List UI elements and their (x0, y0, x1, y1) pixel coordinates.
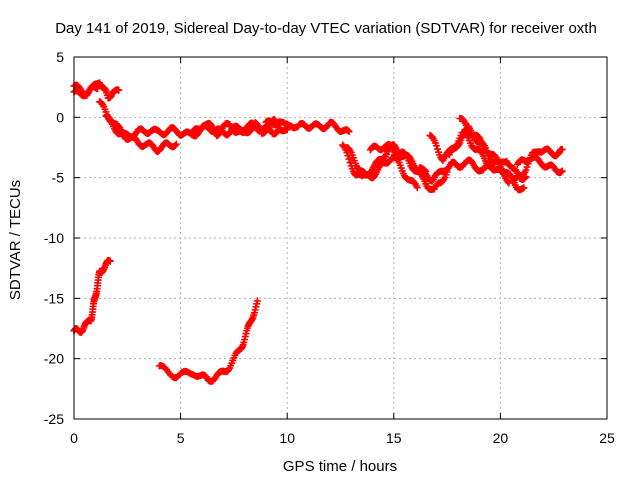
y-tick-label: -15 (44, 290, 64, 306)
chart-title: Day 141 of 2019, Sidereal Day-to-day VTE… (55, 20, 597, 37)
data-point (434, 145, 442, 153)
x-tick-label: 0 (70, 430, 78, 446)
series-pass-5 (187, 115, 291, 140)
x-tick-label: 5 (177, 430, 185, 446)
x-tick-label: 10 (279, 430, 295, 446)
y-tick-label: -20 (44, 351, 64, 367)
data-point (172, 140, 180, 148)
data-point (520, 184, 528, 192)
y-tick-label: -5 (52, 170, 65, 186)
series-pass-7 (343, 143, 421, 192)
series-pass-15 (509, 145, 566, 186)
y-axis-label: SDTVAR / TECUs (7, 180, 24, 300)
series-pass-2 (70, 83, 101, 100)
data-point (428, 133, 436, 141)
data-point (558, 167, 566, 175)
data-point (345, 155, 353, 163)
data-point (524, 160, 532, 168)
data-point (345, 128, 353, 136)
data-point (345, 145, 353, 153)
series-pass-9 (366, 140, 451, 194)
data-point (346, 159, 354, 167)
data-point (439, 177, 447, 185)
x-axis-label: GPS time / hours (283, 458, 397, 475)
x-tick-label: 25 (599, 430, 615, 446)
series-pass-3 (96, 98, 180, 156)
data-point (98, 99, 106, 107)
x-tick-label: 20 (493, 430, 509, 446)
data-point (344, 126, 352, 134)
data-point (413, 184, 421, 192)
series-pass-6 (262, 117, 353, 136)
data-point (93, 85, 101, 93)
axis-ticks: 0 5 10 15 20 25 5 0 -5 -10 -15 -20 -25 (44, 49, 615, 446)
x-tick-label: 15 (386, 430, 402, 446)
data-point (171, 141, 179, 149)
data-points (70, 79, 566, 385)
data-point (115, 86, 123, 94)
data-point (432, 142, 440, 150)
series-pass-16 (70, 256, 114, 336)
data-point (523, 163, 531, 171)
y-tick-label: -10 (44, 230, 64, 246)
data-point (558, 145, 566, 153)
y-tick-label: 5 (56, 49, 64, 65)
series-pass-17 (155, 297, 261, 385)
series-pass-14 (513, 153, 566, 177)
y-tick-label: -25 (44, 411, 64, 427)
series-pass-13 (456, 114, 528, 194)
data-point (106, 257, 114, 265)
data-point (253, 297, 261, 305)
data-point (557, 168, 565, 176)
data-point (344, 152, 352, 160)
y-tick-label: 0 (56, 109, 64, 125)
grid (74, 57, 607, 419)
